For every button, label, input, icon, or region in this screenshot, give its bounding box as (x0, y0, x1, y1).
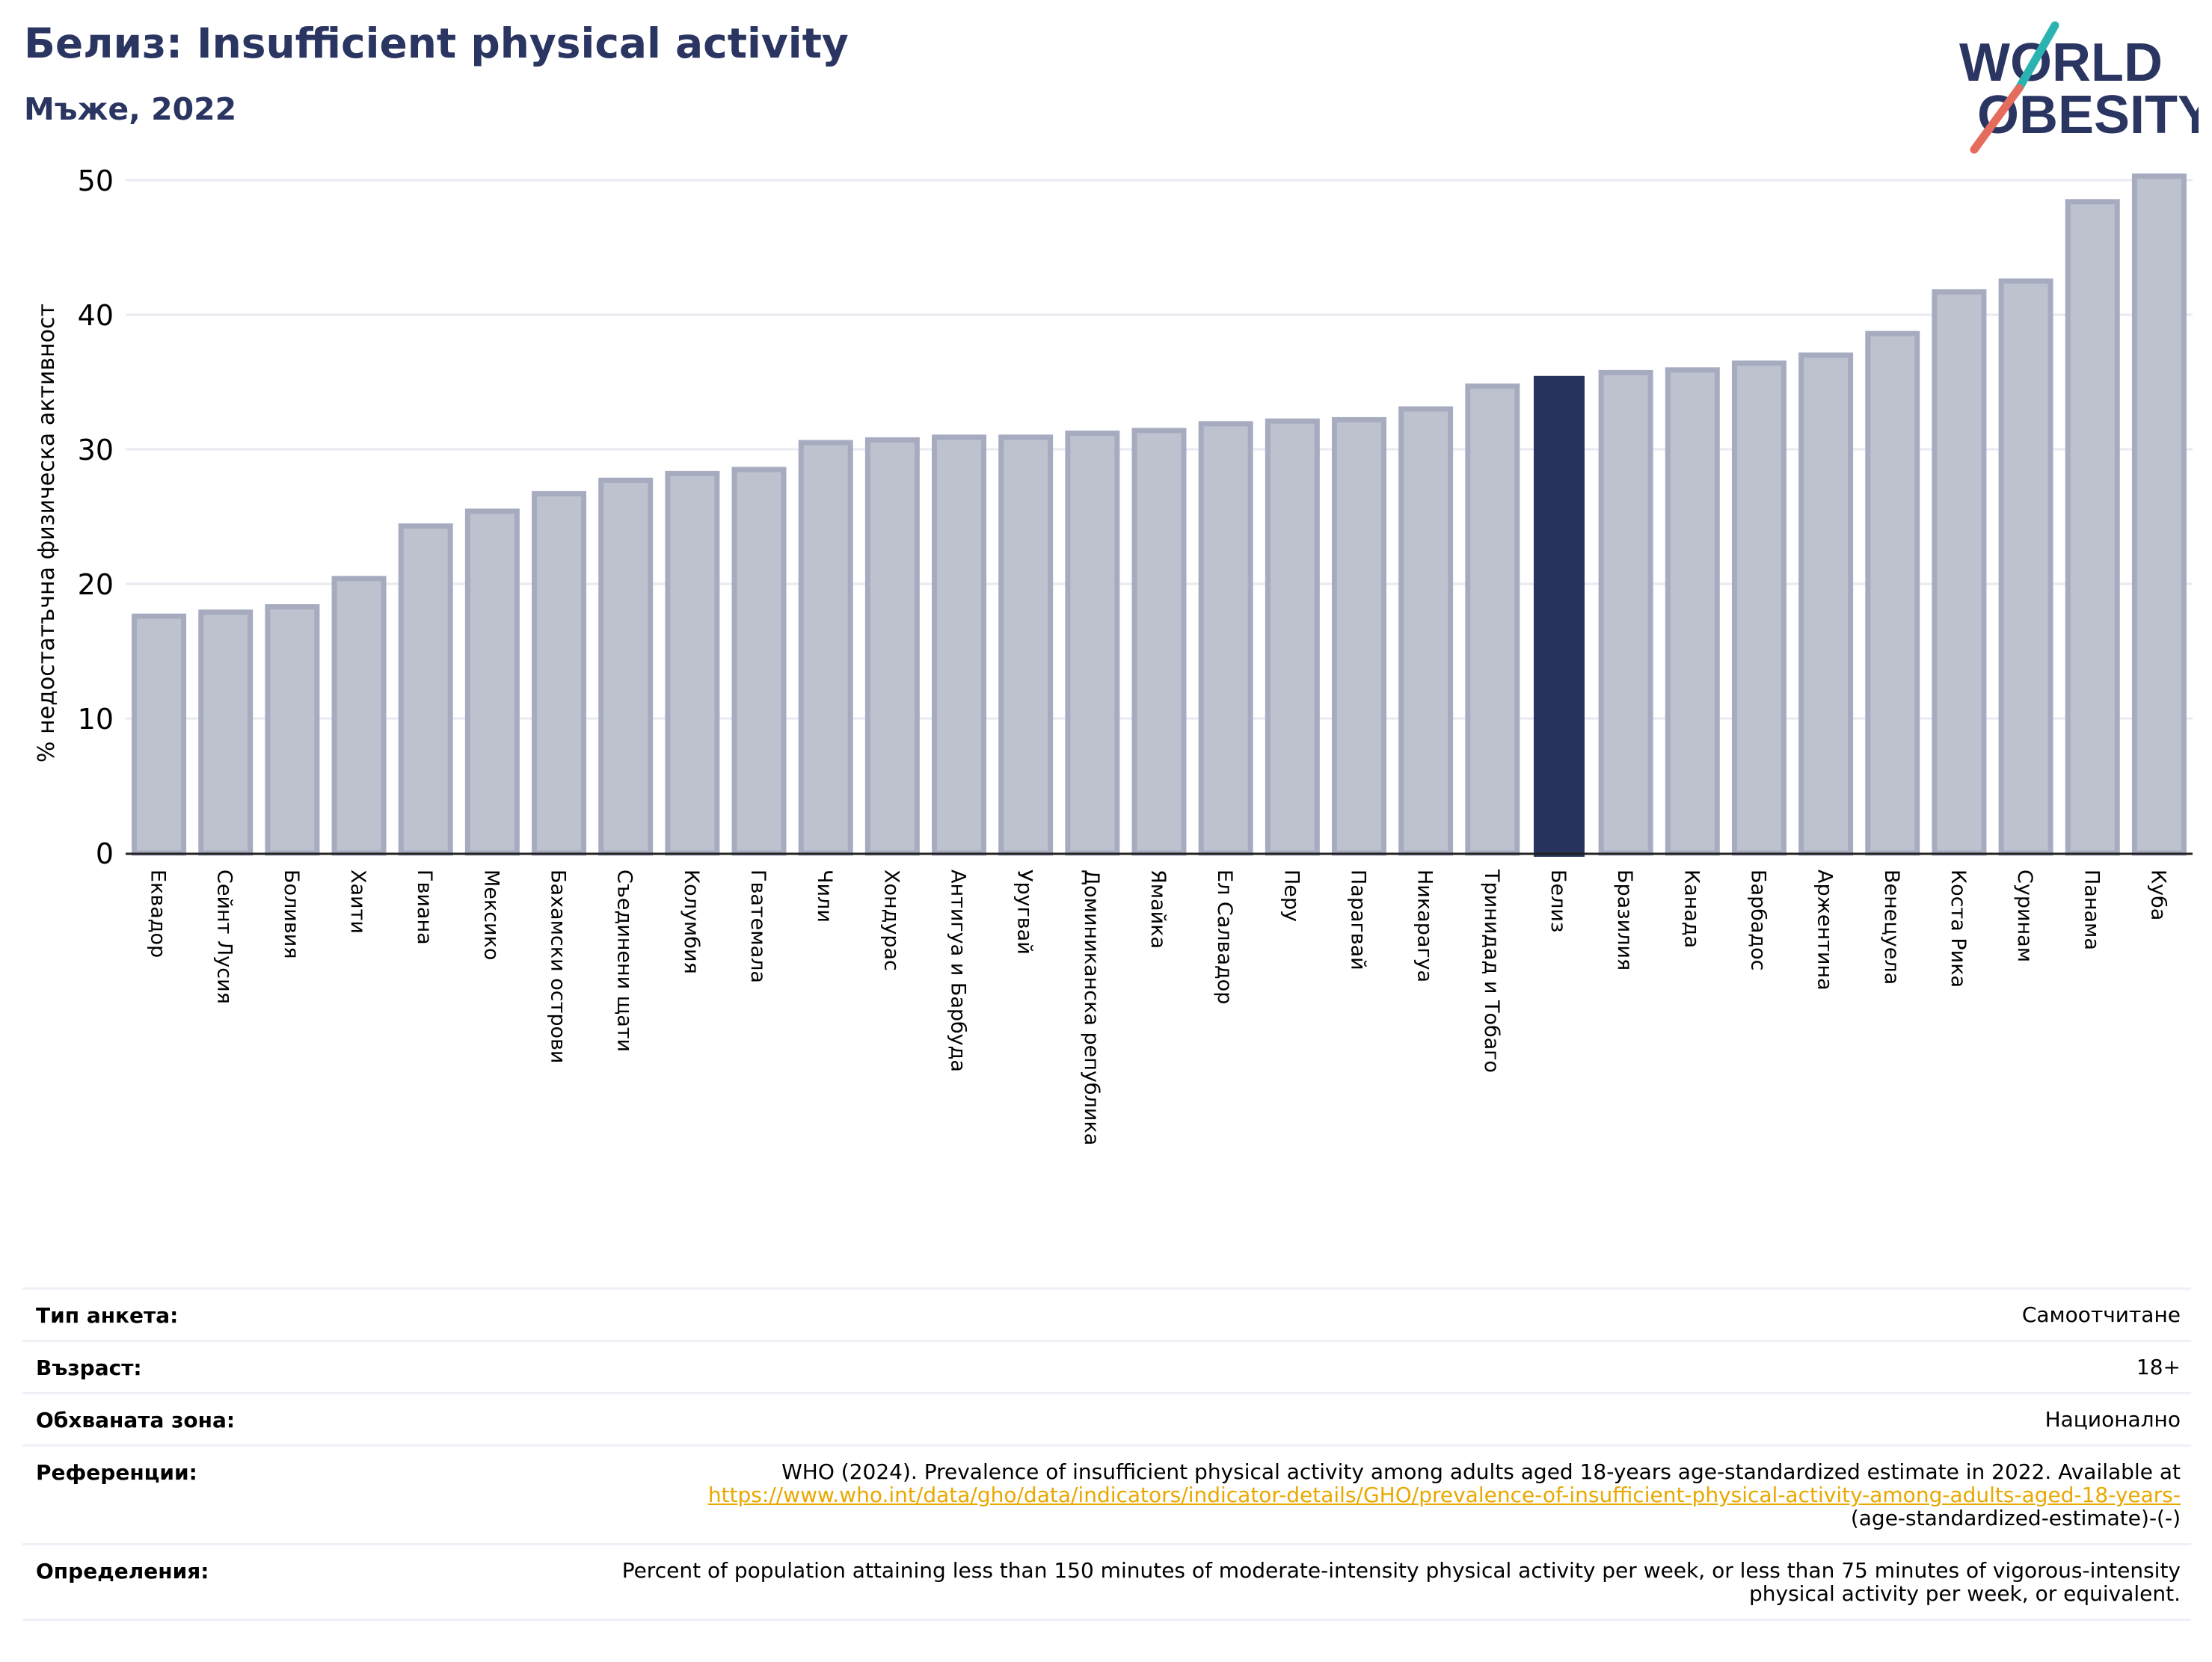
bar (1798, 352, 1854, 856)
references-value: WHO (2024). Prevalence of insufficient p… (22, 1447, 2191, 1543)
y-tick-label: 30 (78, 434, 114, 467)
x-tick-label: Белиз (1546, 870, 1570, 932)
bar (1198, 421, 1253, 856)
x-tick-label: Сейнт Лусия (213, 870, 236, 1004)
bar (398, 523, 453, 856)
x-tick-label: Гватемала (746, 870, 769, 983)
coverage-value: Национално (2044, 1407, 2181, 1432)
x-tick-label: Ямайка (1146, 870, 1170, 949)
x-tick-label: Уругвай (1013, 870, 1036, 955)
survey-value: Самоотчитане (2021, 1302, 2181, 1327)
logo-slash-coral (1970, 84, 2024, 154)
bar (331, 576, 387, 856)
bar (532, 490, 587, 856)
x-tick-label: Гвиана (413, 870, 436, 945)
x-tick-label: Суринам (2013, 870, 2036, 962)
x-tick-label: Чили (813, 870, 836, 923)
bar (1398, 406, 1454, 856)
y-axis-ticks: 0 10 20 30 40 50 (78, 164, 114, 870)
y-axis-label: % недостатъчна физическа активност (34, 304, 60, 763)
x-tick-label: Хаити (346, 870, 369, 934)
bar (1465, 383, 1520, 856)
x-tick-label: Доминиканска република (1080, 870, 1103, 1145)
info-row-age: Възраст: 18+ (22, 1340, 2191, 1392)
bar (1731, 360, 1787, 856)
bar (1998, 278, 2053, 856)
x-tick-label: Аржентина (1813, 870, 1837, 991)
definitions-value: Percent of population attaining less tha… (621, 1558, 2181, 1606)
coverage-label: Обхваната зона: (36, 1408, 236, 1432)
info-row-coverage: Обхваната зона: Национално (22, 1392, 2191, 1444)
x-tick-label: Бразилия (1613, 870, 1636, 970)
bar (198, 609, 254, 856)
x-tick-label: Бахамски острови (547, 870, 570, 1063)
bar-chart: 0 10 20 30 40 50 Еквадор Сейнт Лусия Боливия Хаи… (34, 164, 2193, 1145)
y-tick-label: 20 (78, 568, 114, 601)
y-tick-label: 50 (78, 164, 114, 197)
bar (864, 437, 920, 856)
bar (1865, 330, 1920, 856)
bar (1598, 369, 1653, 856)
bar (665, 470, 720, 856)
bar (1265, 418, 1320, 856)
bar (1065, 430, 1120, 856)
bar (464, 508, 520, 856)
bar (2065, 199, 2120, 856)
x-tick-label: Коста Рика (1947, 870, 1970, 988)
x-tick-label: Ел Салвадор (1213, 870, 1236, 1004)
definitions-label: Определения: (36, 1559, 209, 1583)
x-tick-label: Венецуела (1880, 870, 1903, 985)
x-tick-label: Мексико (479, 870, 503, 960)
x-tick-label: Колумбия (680, 870, 703, 974)
references-link[interactable]: https://www.who.int/data/gho/data/indica… (707, 1483, 2181, 1507)
info-table: Тип анкета: Самоотчитане Възраст: 18+ Об… (22, 1287, 2191, 1621)
logo-slash-teal (2015, 21, 2059, 93)
bar (798, 440, 853, 856)
x-tick-label: Никарагуа (1413, 870, 1437, 982)
bar (1533, 375, 1585, 857)
world-obesity-logo: WORLD OBESITY (1959, 21, 2199, 154)
x-tick-label: Тринидад и Тобаго (1480, 869, 1503, 1073)
bar (998, 434, 1054, 856)
references-text: WHO (2024). Prevalence of insufficient p… (781, 1459, 2181, 1484)
x-tick-label: Панама (2080, 870, 2103, 950)
bar (598, 477, 654, 856)
references-tail: (age-standardized-estimate)-(-) (1850, 1506, 2181, 1530)
info-row-references: Референции: WHO (2024). Prevalence of in… (22, 1444, 2191, 1543)
references-label: Референции: (36, 1460, 197, 1485)
bar (265, 604, 320, 856)
y-tick-label: 0 (96, 837, 114, 870)
x-tick-label: Куба (2146, 870, 2169, 920)
logo-line1: WORLD (1959, 33, 2163, 93)
x-tick-label: Хондурас (879, 870, 903, 971)
y-tick-label: 10 (78, 703, 114, 736)
bar (731, 467, 787, 856)
x-axis-labels: Еквадор Сейнт Лусия Боливия Хаити Гвиана Мекс… (147, 869, 2170, 1145)
chart-subtitle: Мъже, 2022 (24, 91, 237, 127)
bar (2131, 173, 2187, 856)
bar (132, 613, 187, 856)
x-tick-label: Съединени щати (613, 870, 636, 1052)
bar (1932, 289, 1987, 856)
x-tick-label: Барбадос (1746, 870, 1769, 970)
bar (1331, 416, 1386, 856)
y-tick-label: 40 (78, 299, 114, 332)
bar (932, 434, 987, 856)
x-tick-label: Боливия (280, 870, 303, 959)
bars (132, 173, 2187, 857)
x-tick-label: Антигуа и Барбуда (947, 870, 970, 1072)
chart-title: Белиз: Insufficient physical activity (24, 19, 849, 67)
x-tick-label: Канада (1680, 870, 1703, 948)
bar (1665, 367, 1720, 856)
x-tick-label: Парагвай (1346, 870, 1369, 970)
age-label: Възраст: (36, 1355, 142, 1380)
x-tick-label: Еквадор (147, 870, 170, 958)
age-value: 18+ (2136, 1355, 2181, 1379)
survey-label: Тип анкета: (36, 1303, 179, 1328)
bar (1131, 428, 1187, 856)
info-row-survey: Тип анкета: Самоотчитане (22, 1287, 2191, 1340)
x-tick-label: Перу (1279, 870, 1303, 922)
info-row-definitions: Определения: Percent of population attai… (22, 1543, 2191, 1621)
